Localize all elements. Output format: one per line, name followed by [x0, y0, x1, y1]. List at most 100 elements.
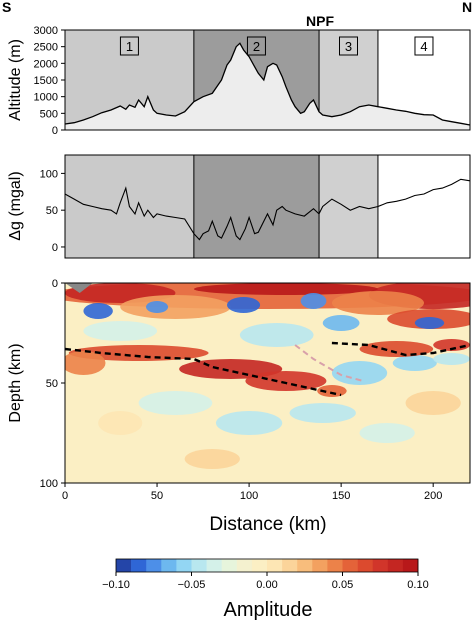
altitude-tick-label: 1500	[34, 75, 58, 87]
colorbar-cell	[161, 559, 177, 572]
depth-section-panel: 0 50 100 0 50 100 150 200 Depth (km) Distance …	[7, 278, 471, 535]
zone-2-box	[246, 36, 266, 56]
amplitude-blob	[300, 293, 327, 309]
amplitude-blob	[227, 297, 261, 313]
altitude-tick-label: 500	[40, 108, 58, 120]
amplitude-blob	[317, 385, 347, 397]
colorbar-cell	[267, 559, 283, 572]
colorbar-cells	[116, 559, 419, 572]
zone-2-background	[193, 155, 320, 258]
gravity-y-ticks: 0 50 100	[40, 168, 65, 254]
amplitude-blob	[289, 403, 356, 423]
pink-dashed-line	[294, 344, 364, 382]
gravity-tick-label: 50	[46, 205, 58, 217]
gravity-y-label: Δg (mgal)	[7, 171, 24, 240]
gravity-panel: 0 50 100 Δg (mgal)	[7, 154, 471, 259]
amplitude-blob	[414, 317, 445, 329]
colorbar: −0.10 −0.05 0.00 0.05 0.10 Amplitude	[102, 558, 429, 621]
amplitude-blob	[405, 391, 461, 415]
altitude-tick-label: 2500	[34, 42, 58, 54]
colorbar-cell	[251, 559, 268, 572]
gravity-tick-label: 0	[52, 242, 58, 254]
distance-tick-label: 150	[332, 490, 350, 502]
colorbar-cell	[116, 559, 132, 572]
colorbar-tick-label: 0.05	[332, 579, 353, 591]
depth-tick-label: 0	[52, 278, 58, 290]
altitude-profile-line	[64, 42, 471, 126]
gravity-tick-label: 100	[40, 168, 58, 180]
colorbar-title: Amplitude	[224, 599, 313, 621]
colorbar-cell	[327, 559, 343, 572]
amplitude-blob	[193, 283, 378, 295]
amplitude-blob	[331, 291, 424, 315]
altitude-y-ticks: 0 500 1000 1500 2000 2500 3000	[34, 25, 65, 137]
colorbar-cell	[221, 559, 238, 572]
interpreted-interfaces	[65, 341, 470, 397]
amplitude-blob	[184, 449, 240, 469]
amplitude-blob	[146, 301, 169, 313]
colorbar-cell	[206, 559, 222, 572]
zone-4-background	[377, 155, 470, 258]
depth-tick-label: 100	[40, 478, 58, 490]
colorbar-cell	[312, 559, 328, 572]
gravity-frame	[64, 154, 471, 259]
amplitude-blob	[98, 411, 143, 435]
zone-3-label: 3	[345, 39, 352, 54]
colorbar-tick-label: 0.00	[256, 579, 277, 591]
black-dashed-1-line	[65, 347, 342, 397]
colorbar-cell	[357, 559, 373, 572]
amplitude-blob	[433, 353, 470, 365]
colorbar-cell	[282, 559, 298, 572]
zone-3-background	[319, 155, 378, 258]
gravity-zone-backgrounds	[65, 155, 470, 258]
colorbar-cell	[146, 559, 162, 572]
altitude-profile-area	[65, 43, 470, 130]
amplitude-blob	[138, 391, 213, 415]
zone-4-box	[414, 36, 434, 56]
amplitude-blob	[239, 323, 314, 347]
amplitude-blob	[331, 361, 388, 385]
altitude-y-label: Altitude (m)	[7, 39, 24, 121]
colorbar-tick-label: −0.05	[178, 579, 206, 591]
amplitude-blob	[359, 423, 415, 443]
amplitude-blob	[65, 351, 106, 375]
depth-y-label: Depth (km)	[7, 343, 24, 422]
distance-tick-label: 100	[240, 490, 258, 502]
amplitude-blob	[83, 321, 158, 341]
zone-2-label: 2	[253, 39, 260, 54]
amplitude-blob	[215, 411, 283, 435]
amplitude-blob	[245, 371, 327, 391]
gravity-anomaly-line	[64, 178, 471, 241]
altitude-tick-label: 1000	[34, 92, 58, 104]
depth-y-ticks: 0 50 100	[40, 278, 65, 490]
amplitude-blob	[359, 341, 434, 357]
north-label: N	[462, 0, 472, 15]
colorbar-cell	[387, 559, 404, 572]
colorbar-cell	[402, 559, 419, 572]
colorbar-cell	[176, 559, 192, 572]
zone-4-label: 4	[420, 39, 427, 54]
masked-area	[65, 283, 93, 293]
colorbar-tick-label: −0.10	[102, 579, 130, 591]
distance-tick-label: 0	[62, 490, 68, 502]
colorbar-cell	[236, 559, 253, 572]
distance-x-label: Distance (km)	[209, 514, 326, 535]
distance-tick-label: 50	[151, 490, 163, 502]
amplitude-blob	[392, 355, 437, 371]
depth-tick-label: 50	[46, 378, 58, 390]
amplitude-blob	[120, 295, 231, 319]
distance-x-ticks: 0 50 100 150 200	[62, 483, 442, 502]
altitude-tick-label: 3000	[34, 25, 58, 37]
amplitude-blobs	[65, 283, 470, 469]
altitude-tick-label: 2000	[34, 58, 58, 70]
colorbar-ticks: −0.10 −0.05 0.00 0.05 0.10	[102, 572, 429, 591]
colorbar-cell	[372, 559, 389, 572]
colorbar-cell	[131, 559, 147, 572]
zone-3-box	[339, 36, 358, 56]
amplitude-blob	[322, 315, 360, 331]
altitude-panel: 1 2 3 4 0 500 1000 1500 2000 2500 3000 Altitude (…	[7, 25, 471, 137]
amplitude-blob	[83, 303, 113, 319]
zone-1-label: 1	[126, 39, 133, 54]
colorbar-cell	[191, 559, 207, 572]
